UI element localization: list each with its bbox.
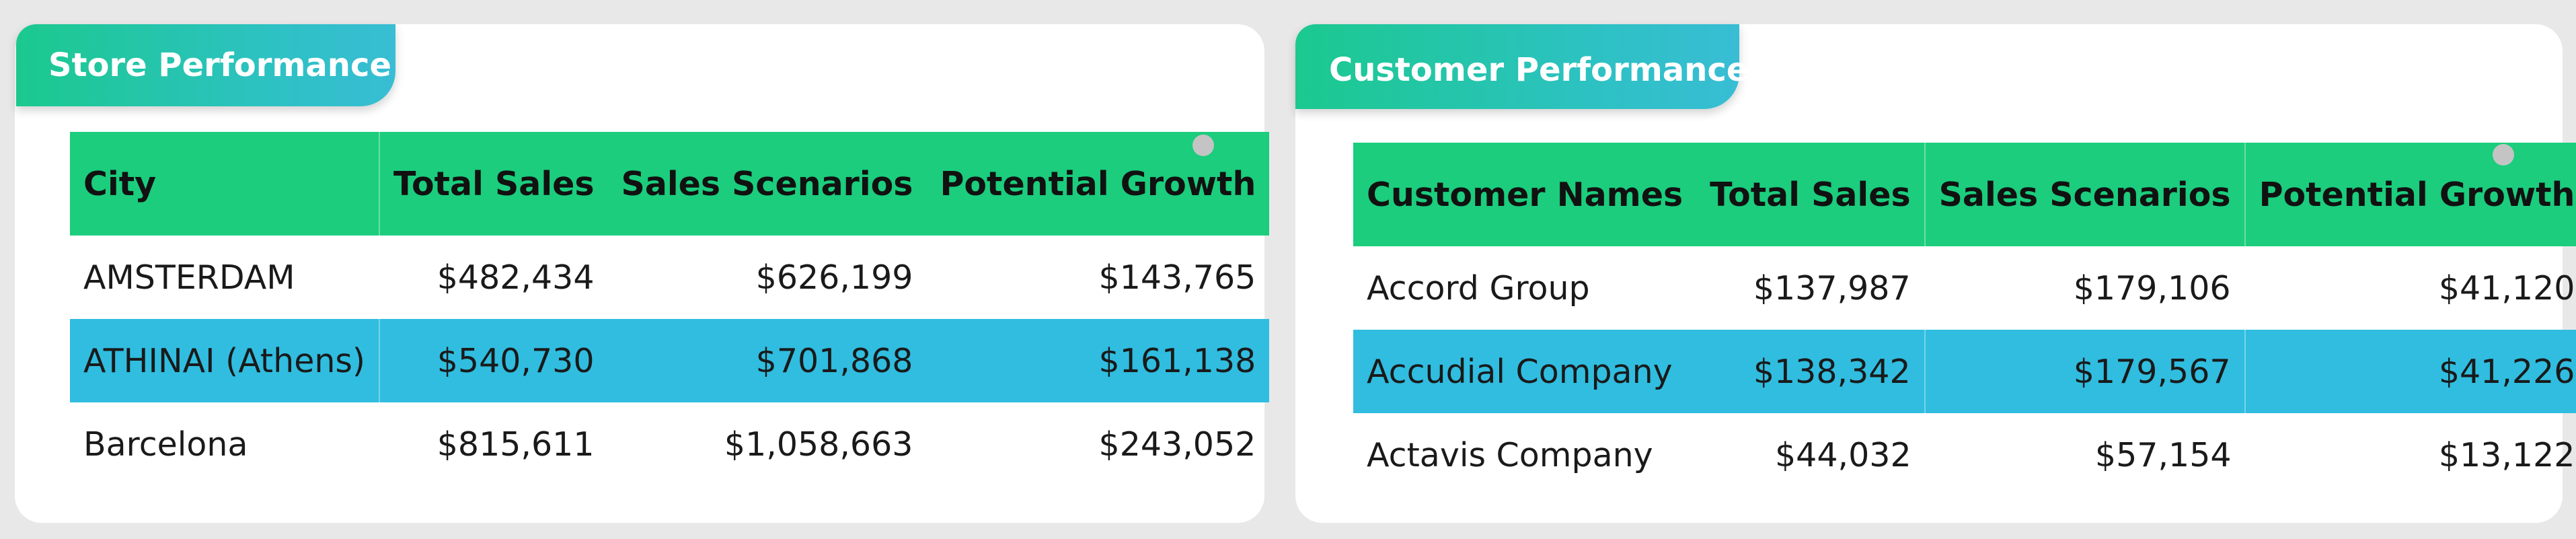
column-header-potential-growth[interactable]: Potential Growth (926, 132, 1270, 236)
store-performance-title: Store Performance (48, 46, 391, 84)
column-header-total-sales[interactable]: Total Sales (379, 132, 608, 236)
cell-sales-scenarios: $626,199 (755, 258, 913, 297)
cell-city: ATHINAI (Athens) (70, 319, 380, 402)
customer-table-scrollbar-thumb[interactable] (2493, 144, 2514, 166)
cell-potential-growth: $143,765 (1098, 258, 1256, 297)
cell-sales-scenarios: $179,567 (1924, 330, 2245, 413)
column-header-city[interactable]: City (70, 132, 380, 236)
cell-total-sales: $815,611 (437, 425, 595, 464)
cell-total-sales: $137,987 (1753, 268, 1911, 308)
cell-city: AMSTERDAM (83, 258, 295, 297)
table-row[interactable]: Accord Group $137,987 $179,106 $41,120 (1353, 246, 2576, 330)
column-header-customer-names[interactable]: Customer Names (1353, 143, 1697, 246)
column-header-sales-scenarios[interactable]: Sales Scenarios (1924, 143, 2245, 246)
cell-customer-name: Accord Group (1367, 268, 1590, 308)
cell-sales-scenarios: $57,154 (2094, 435, 2232, 474)
store-performance-title-tab: Store Performance (16, 24, 395, 106)
table-row-selected[interactable]: Accudial Company $138,342 $179,567 $41,2… (1353, 330, 2576, 413)
column-header-sales-scenarios[interactable]: Sales Scenarios (607, 132, 927, 236)
cell-total-sales: $540,730 (379, 319, 608, 402)
column-header-total-sales[interactable]: Total Sales (1696, 143, 1925, 246)
customer-performance-table: Customer Names Total Sales Sales Scenari… (1353, 143, 2576, 497)
cell-potential-growth: $41,226 (2244, 330, 2576, 413)
cell-total-sales: $482,434 (379, 236, 608, 319)
store-performance-table: City Total Sales Sales Scenarios Potenti… (70, 132, 1270, 486)
cell-potential-growth: $161,138 (926, 319, 1270, 402)
customer-performance-title: Customer Performance (1329, 51, 1749, 89)
cell-city: Barcelona (83, 425, 248, 464)
store-table-scrollbar-thumb[interactable] (1192, 135, 1214, 156)
cell-total-sales: $44,032 (1775, 435, 1911, 474)
cell-total-sales: $138,342 (1696, 330, 1925, 413)
table-row[interactable]: Actavis Company $44,032 $57,154 $13,122 (1353, 413, 2576, 497)
cell-potential-growth: $41,120 (2244, 246, 2576, 330)
column-header-potential-growth[interactable]: Potential Growth (2244, 143, 2576, 246)
cell-potential-growth: $243,052 (1098, 425, 1256, 464)
cell-potential-growth: $13,122 (2438, 435, 2575, 474)
table-row[interactable]: Barcelona $815,611 $1,058,663 $243,052 (70, 402, 1269, 486)
cell-sales-scenarios: $179,106 (1924, 246, 2245, 330)
cell-sales-scenarios: $701,868 (607, 319, 927, 402)
cell-customer-name: Accudial Company (1353, 330, 1697, 413)
customer-performance-title-tab: Customer Performance (1295, 24, 1748, 109)
table-row-selected[interactable]: ATHINAI (Athens) $540,730 $701,868 $161,… (70, 319, 1270, 402)
table-header-row: Customer Names Total Sales Sales Scenari… (1353, 143, 2576, 246)
table-row[interactable]: AMSTERDAM $482,434 $626,199 $143,765 (70, 236, 1269, 319)
store-performance-panel (15, 24, 1264, 523)
cell-sales-scenarios: $1,058,663 (724, 425, 913, 464)
table-header-row: City Total Sales Sales Scenarios Potenti… (70, 132, 1270, 236)
cell-customer-name: Actavis Company (1367, 435, 1653, 474)
